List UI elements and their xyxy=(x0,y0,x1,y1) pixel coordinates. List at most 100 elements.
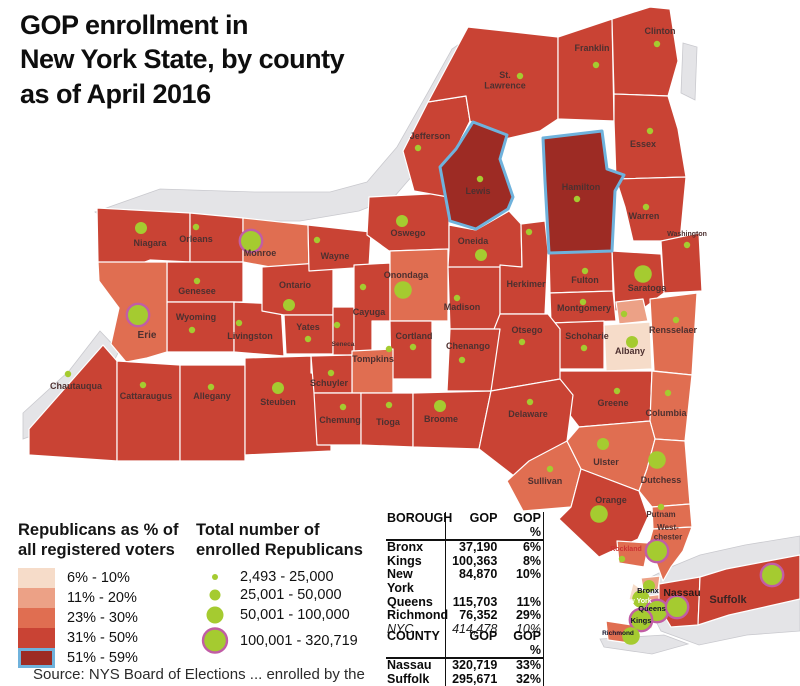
legend-range-label: 23% - 30% xyxy=(67,610,138,627)
county-dot-erie xyxy=(125,302,151,328)
table-row-cell: 84,870 xyxy=(459,567,498,582)
county-shape-essex xyxy=(613,93,687,180)
county-label-allegany: Allegany xyxy=(193,391,231,401)
county-dot-washington xyxy=(683,241,691,249)
county-label-niagara: Niagara xyxy=(133,238,167,248)
county-shape-columbia xyxy=(649,370,693,442)
table-header-row: BOROUGH GOP GOP % xyxy=(386,511,544,542)
table-row-cell: Suffolk xyxy=(386,672,446,686)
county-shape-oswego xyxy=(366,192,450,252)
county-shape-cattaraugus xyxy=(116,360,181,462)
county-dot-saratoga xyxy=(634,265,652,283)
county-label-rensselaer: Rensselaer xyxy=(649,325,698,335)
county-label-albany: Albany xyxy=(615,346,645,356)
legend-range-label: 11% - 20% xyxy=(67,590,137,607)
county-dot-clinton xyxy=(653,40,661,48)
county-dot-tioga xyxy=(385,401,393,409)
county-dot-putnam xyxy=(657,503,665,511)
table-row-cell: Richmond xyxy=(387,608,449,623)
county-label-dutchess: Dutchess xyxy=(641,475,682,485)
legend-class-row: 31% - 50% xyxy=(18,628,188,649)
legend-size-row: 25,001 - 50,000 xyxy=(196,586,376,604)
county-label-st-lawrence: St. Lawrence xyxy=(484,70,526,91)
table-row: Kings 100,363 8% xyxy=(386,553,544,569)
county-label-chenango: Chenango xyxy=(446,341,491,351)
county-label-jefferson: Jefferson xyxy=(410,131,451,141)
legend-range-label: 31% - 50% xyxy=(67,630,138,647)
county-shape-schenectady xyxy=(615,298,649,325)
county-dot-madison xyxy=(453,294,461,302)
table-row-cell: New York xyxy=(386,568,446,596)
county-shape-wyoming xyxy=(166,301,235,353)
table-header-row-cell: COUNTY xyxy=(386,629,446,658)
county-dot-seneca xyxy=(333,321,341,329)
table-row-cell: 32% xyxy=(515,671,542,686)
county-shape-clinton xyxy=(611,6,679,97)
county-dot-chautauqua xyxy=(64,370,72,378)
county-shape-chautauqua xyxy=(28,344,118,462)
county-label-chemung: Chemung xyxy=(319,415,361,425)
table-row: Nassau 320,719 33% xyxy=(386,659,544,673)
county-label-lewis: Lewis xyxy=(465,186,490,196)
county-dot-schuyler xyxy=(327,369,335,377)
county-label-montgomery: Montgomery xyxy=(557,303,611,313)
county-label-greene: Greene xyxy=(597,398,628,408)
legend-range-label: 6% - 10% xyxy=(67,570,130,587)
county-dot-orleans xyxy=(192,223,200,231)
county-label-madison: Madison xyxy=(444,302,481,312)
table-row-cell: 37,190 xyxy=(459,540,498,555)
table-row: New York 84,870 10% xyxy=(386,567,544,596)
legend-size-row: 2,493 - 25,000 xyxy=(196,568,376,586)
county-label-tioga: Tioga xyxy=(376,417,401,427)
county-dot-niagara xyxy=(135,222,147,234)
county-shape-washington xyxy=(660,232,703,294)
county-dot-orange xyxy=(590,505,608,523)
county-shape-rockland xyxy=(616,540,650,568)
county-label-otsego: Otsego xyxy=(511,325,543,335)
legend-size-circle xyxy=(206,606,224,624)
table-row-cell: 295,671 xyxy=(452,671,498,686)
county-label-queens: Queens xyxy=(638,604,666,613)
county-label-oneida: Oneida xyxy=(458,236,490,246)
county-dot-herkimer xyxy=(525,228,533,236)
table-row-cell: 29% xyxy=(515,608,541,623)
county-shape-onondaga xyxy=(389,248,449,322)
county-shape-lewis xyxy=(438,120,515,231)
table-row-cell: Nassau xyxy=(386,659,446,673)
table-row-cell: 10% xyxy=(515,567,542,582)
table-row: Richmond 76,352 29% xyxy=(386,609,544,623)
county-label-rockland: Rockland xyxy=(610,546,642,553)
table-row-cell: 100,363 xyxy=(452,553,498,568)
county-shape-warren xyxy=(615,176,687,242)
county-shape-genesee xyxy=(166,261,244,303)
table-row: Bronx 37,190 6% xyxy=(386,541,544,555)
county-dot-franklin xyxy=(592,61,600,69)
county-shape-hamilton xyxy=(541,129,626,255)
county-label-columbia: Columbia xyxy=(645,408,687,418)
table-total-row: NYC 414,478 10% xyxy=(386,621,544,637)
county-dot-montgomery xyxy=(579,298,587,306)
table-row-cell: Kings xyxy=(386,554,446,569)
county-label-schoharie: Schoharie xyxy=(565,331,609,341)
county-dot-columbia xyxy=(664,389,672,397)
county-dot-onondaga xyxy=(394,281,412,299)
county-label-ulster: Ulster xyxy=(593,457,619,467)
county-label-erie: Erie xyxy=(138,330,157,341)
county-label-cattaraugus: Cattaraugus xyxy=(120,391,173,401)
title-line-2: New York State, by county xyxy=(20,44,345,75)
table-row-cell: Bronx xyxy=(386,541,446,555)
table-header-row-cell: GOP % xyxy=(513,629,542,657)
county-shape-albany xyxy=(603,321,653,372)
county-label-orleans: Orleans xyxy=(179,234,213,244)
county-label-saratoga: Saratoga xyxy=(628,283,668,293)
county-label-washington: Washington xyxy=(667,231,707,238)
table-total-row-cell: 414,478 xyxy=(452,621,498,636)
county-dot-schenectady xyxy=(620,310,628,318)
county-dot-wyoming xyxy=(188,326,196,334)
county-dot-sullivan xyxy=(546,465,554,473)
county-dot-genesee xyxy=(193,277,201,285)
county-label-kings: Kings xyxy=(631,616,652,625)
county-table: COUNTY GOP GOP % Nassau 320,719 33% Suffolk 295… xyxy=(386,629,544,686)
table-header-row: COUNTY GOP GOP % xyxy=(386,629,544,660)
lake-champlain-strip xyxy=(680,42,698,101)
